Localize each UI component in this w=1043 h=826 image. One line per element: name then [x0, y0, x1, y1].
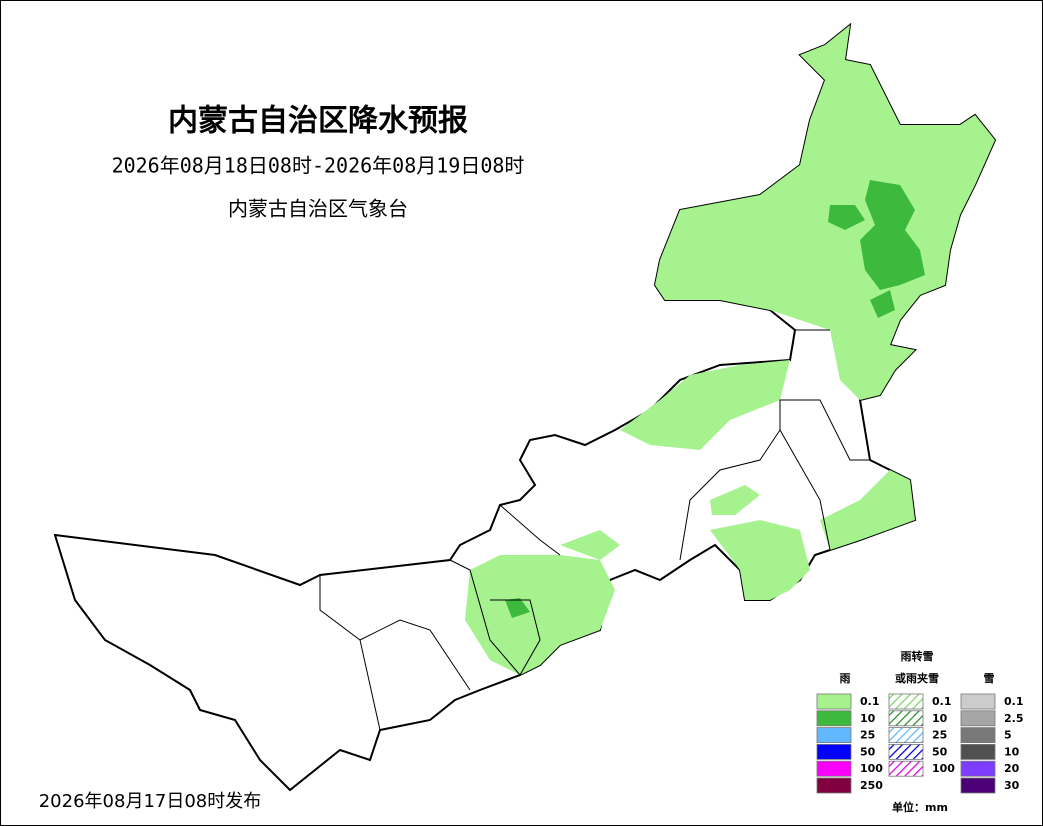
legend-label: 10 [1004, 745, 1020, 758]
legend-label: 50 [932, 745, 948, 758]
legend-label: 5 [1004, 729, 1012, 742]
heavy-rain-area [860, 180, 925, 290]
legend-label: 10 [932, 712, 948, 725]
rain-area [820, 470, 915, 550]
legend-swatch [816, 693, 852, 710]
period: 2026年08月18日08时-2026年08月19日08时 [112, 154, 525, 178]
rain-area [560, 530, 620, 560]
legend-group-title: 雨 [840, 672, 851, 685]
issuer: 内蒙古自治区气象台 [228, 197, 408, 221]
legend-label: 0.1 [1004, 695, 1024, 708]
rain-area [620, 360, 790, 450]
legend-label: 100 [860, 762, 883, 775]
legend-label: 10 [860, 712, 876, 725]
legend-swatch [888, 710, 924, 727]
legend-swatch [960, 693, 996, 710]
rain-area [710, 520, 810, 600]
legend-swatch [816, 727, 852, 743]
heavy-rain-area [828, 205, 865, 230]
legend-unit: 单位：mm [892, 800, 948, 814]
heavy-rain-area [870, 290, 895, 318]
legend-swatch [960, 744, 996, 760]
title: 内蒙古自治区降水预报 [168, 104, 468, 139]
rain-area [655, 25, 995, 400]
legend-label: 25 [860, 729, 875, 742]
legend-label: 250 [860, 779, 883, 792]
legend-label: 50 [860, 745, 876, 758]
heavy-rain-area [505, 598, 530, 618]
legend-swatch [816, 710, 852, 727]
legend-label: 2.5 [1004, 712, 1024, 725]
legend-label: 0.1 [860, 695, 880, 708]
map [53, 22, 997, 792]
rain-area [465, 555, 615, 675]
legend-swatch [888, 727, 924, 743]
legend-group-title: 雨转雪 [901, 649, 934, 663]
legend-swatch [816, 744, 852, 760]
legend-swatch [888, 693, 924, 710]
boundary [319, 329, 870, 731]
legend-group-title: 或雨夹雪 [895, 671, 939, 685]
legend-swatch [960, 777, 996, 794]
legend-group-title: 雪 [984, 672, 995, 685]
legend-swatch [960, 760, 996, 777]
legend-swatch [960, 727, 996, 743]
legend-label: 30 [1004, 779, 1020, 792]
legend-label: 0.1 [932, 695, 952, 708]
legend-swatch [816, 760, 852, 777]
legend-swatch [960, 710, 996, 727]
issued-date: 2026年08月17日08时发布 [39, 791, 262, 812]
rain-area [710, 485, 760, 515]
legend-label: 25 [932, 729, 947, 742]
legend-swatch [888, 744, 924, 760]
legend-swatch [888, 760, 924, 777]
legend-label: 100 [932, 762, 955, 775]
legend-label: 20 [1004, 762, 1020, 775]
legend-swatch [816, 777, 852, 794]
